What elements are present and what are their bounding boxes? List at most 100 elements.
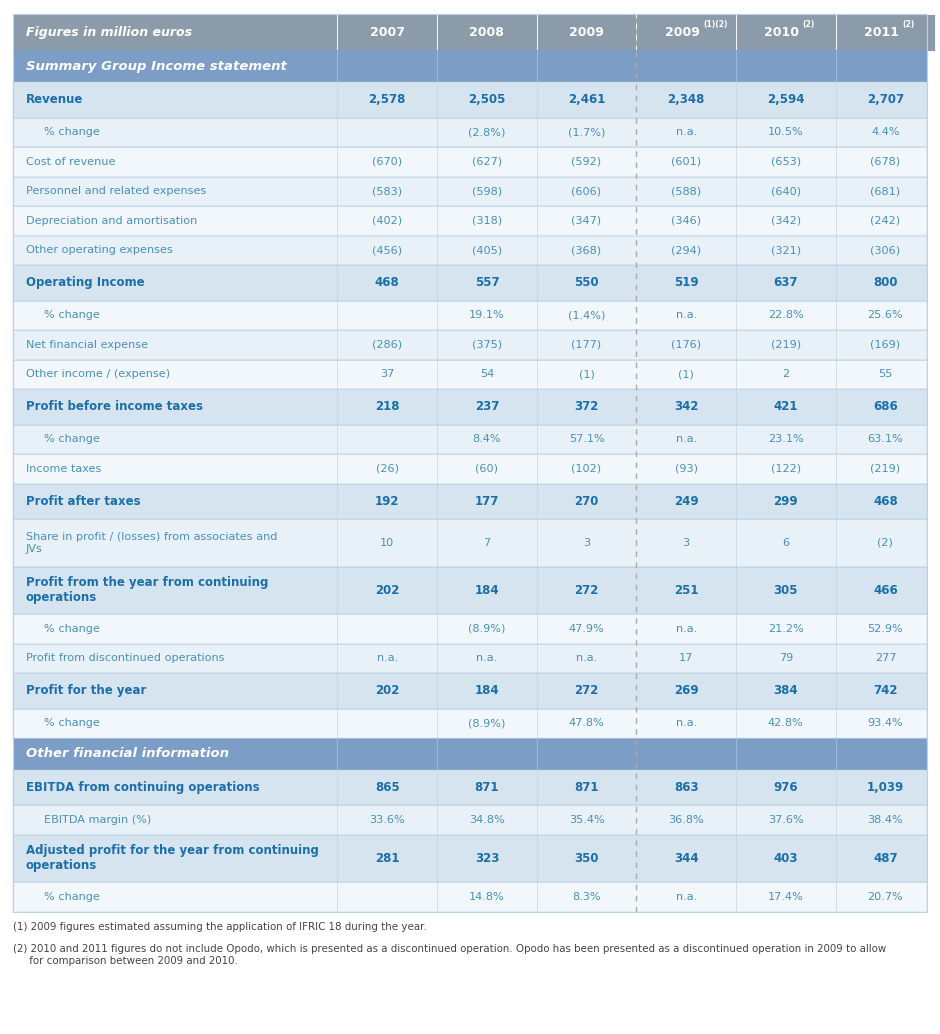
Text: EBITDA margin (%): EBITDA margin (%) bbox=[44, 815, 151, 825]
Text: 3: 3 bbox=[682, 538, 690, 548]
Text: (1): (1) bbox=[679, 369, 694, 379]
Bar bbox=[13, 567, 927, 614]
Text: 218: 218 bbox=[375, 400, 400, 414]
Text: (375): (375) bbox=[472, 340, 502, 349]
Bar bbox=[13, 519, 927, 567]
Text: n.a.: n.a. bbox=[676, 310, 697, 321]
Text: 865: 865 bbox=[375, 781, 400, 794]
Text: 25.6%: 25.6% bbox=[868, 310, 903, 321]
Text: 36.8%: 36.8% bbox=[668, 815, 704, 825]
Text: 17.4%: 17.4% bbox=[768, 891, 804, 902]
Text: (342): (342) bbox=[771, 216, 801, 225]
Bar bbox=[13, 738, 927, 769]
Bar bbox=[13, 265, 927, 301]
Bar bbox=[13, 805, 927, 834]
Text: n.a.: n.a. bbox=[676, 434, 697, 445]
Bar bbox=[437, 14, 537, 51]
Text: % change: % change bbox=[44, 719, 100, 728]
Text: 800: 800 bbox=[873, 276, 898, 290]
Text: 52.9%: 52.9% bbox=[868, 624, 903, 634]
Text: n.a.: n.a. bbox=[477, 653, 497, 663]
Text: Operating Income: Operating Income bbox=[26, 276, 145, 290]
Text: 249: 249 bbox=[674, 494, 698, 508]
Bar bbox=[13, 360, 927, 389]
Text: 1,039: 1,039 bbox=[867, 781, 904, 794]
Text: (219): (219) bbox=[870, 464, 901, 474]
Text: n.a.: n.a. bbox=[676, 127, 697, 138]
Text: 871: 871 bbox=[475, 781, 499, 794]
Text: 557: 557 bbox=[475, 276, 499, 290]
Text: Share in profit / (losses) from associates and
JVs: Share in profit / (losses) from associat… bbox=[26, 531, 277, 553]
Text: 57.1%: 57.1% bbox=[569, 434, 604, 445]
Text: (242): (242) bbox=[870, 216, 901, 225]
Bar bbox=[13, 614, 927, 643]
Text: 2,594: 2,594 bbox=[767, 93, 805, 107]
Text: 372: 372 bbox=[574, 400, 599, 414]
Text: Profit for the year: Profit for the year bbox=[26, 685, 147, 697]
Text: (598): (598) bbox=[472, 186, 502, 196]
Text: 22.8%: 22.8% bbox=[768, 310, 804, 321]
Text: 686: 686 bbox=[873, 400, 898, 414]
Text: Depreciation and amortisation: Depreciation and amortisation bbox=[26, 216, 197, 225]
Text: 7: 7 bbox=[483, 538, 491, 548]
Text: Figures in million euros: Figures in million euros bbox=[26, 26, 192, 38]
Text: 2,578: 2,578 bbox=[368, 93, 406, 107]
Text: 20.7%: 20.7% bbox=[868, 891, 903, 902]
Text: (456): (456) bbox=[372, 245, 402, 255]
Text: 976: 976 bbox=[774, 781, 798, 794]
Text: Other operating expenses: Other operating expenses bbox=[26, 245, 173, 255]
Bar bbox=[13, 882, 927, 912]
Text: 2009: 2009 bbox=[665, 26, 699, 38]
Text: 2010: 2010 bbox=[764, 26, 799, 38]
Text: (8.9%): (8.9%) bbox=[468, 624, 506, 634]
Text: (318): (318) bbox=[472, 216, 502, 225]
Text: 10: 10 bbox=[380, 538, 395, 548]
Text: 2,461: 2,461 bbox=[568, 93, 605, 107]
Bar bbox=[13, 147, 927, 177]
Bar bbox=[13, 389, 927, 425]
Text: 299: 299 bbox=[774, 494, 798, 508]
Text: 550: 550 bbox=[574, 276, 599, 290]
Text: 19.1%: 19.1% bbox=[469, 310, 505, 321]
Bar bbox=[13, 708, 927, 738]
Bar bbox=[13, 834, 927, 882]
Text: (2): (2) bbox=[902, 21, 915, 29]
Text: 384: 384 bbox=[774, 685, 798, 697]
Bar bbox=[13, 206, 927, 236]
Text: (346): (346) bbox=[671, 216, 701, 225]
Text: 14.8%: 14.8% bbox=[469, 891, 505, 902]
Text: 2,348: 2,348 bbox=[667, 93, 705, 107]
Text: % change: % change bbox=[44, 127, 100, 138]
Text: (601): (601) bbox=[671, 157, 701, 166]
Text: n.a.: n.a. bbox=[576, 653, 597, 663]
Text: 192: 192 bbox=[375, 494, 400, 508]
Text: 4.4%: 4.4% bbox=[871, 127, 900, 138]
Text: Adjusted profit for the year from continuing
operations: Adjusted profit for the year from contin… bbox=[26, 844, 319, 873]
Text: Summary Group Income statement: Summary Group Income statement bbox=[26, 60, 287, 72]
Text: (583): (583) bbox=[372, 186, 402, 196]
Text: 637: 637 bbox=[774, 276, 798, 290]
Text: 93.4%: 93.4% bbox=[868, 719, 903, 728]
Text: (1)(2): (1)(2) bbox=[703, 21, 728, 29]
Text: (1.7%): (1.7%) bbox=[568, 127, 605, 138]
Text: 10.5%: 10.5% bbox=[768, 127, 804, 138]
Text: 251: 251 bbox=[674, 584, 698, 597]
Text: 6: 6 bbox=[782, 538, 790, 548]
Text: 8.4%: 8.4% bbox=[473, 434, 501, 445]
Text: (681): (681) bbox=[870, 186, 901, 196]
Text: (347): (347) bbox=[572, 216, 602, 225]
Text: 184: 184 bbox=[475, 685, 499, 697]
Text: 272: 272 bbox=[574, 685, 599, 697]
Text: 33.6%: 33.6% bbox=[369, 815, 405, 825]
Text: Profit from the year from continuing
operations: Profit from the year from continuing ope… bbox=[26, 576, 269, 604]
Text: Cost of revenue: Cost of revenue bbox=[26, 157, 116, 166]
Text: (678): (678) bbox=[870, 157, 901, 166]
Text: (627): (627) bbox=[472, 157, 502, 166]
Text: Profit from discontinued operations: Profit from discontinued operations bbox=[26, 653, 225, 663]
Text: % change: % change bbox=[44, 310, 100, 321]
Text: 47.8%: 47.8% bbox=[569, 719, 604, 728]
Text: 342: 342 bbox=[674, 400, 698, 414]
Text: % change: % change bbox=[44, 624, 100, 634]
Text: Profit before income taxes: Profit before income taxes bbox=[26, 400, 203, 414]
Text: 37.6%: 37.6% bbox=[768, 815, 804, 825]
